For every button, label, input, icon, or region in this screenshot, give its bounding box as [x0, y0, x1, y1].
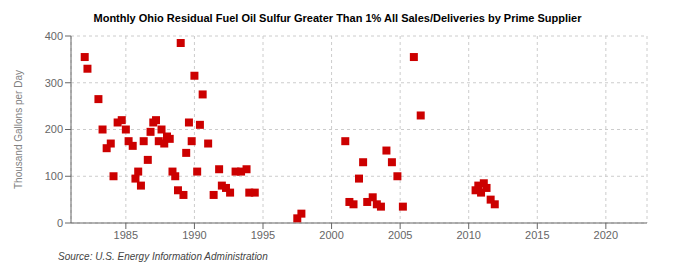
svg-text:400: 400 [45, 30, 63, 42]
svg-text:Thousand Gallons per Day: Thousand Gallons per Day [13, 70, 24, 189]
svg-text:2010: 2010 [456, 229, 480, 241]
html-text:Monthly Ohio Residual Fuel Oil: Monthly Ohio Residual Fuel Oil Sulfur Gr… [93, 12, 582, 24]
svg-text:0: 0 [57, 217, 63, 229]
html-text:Source: U.S. Energy Informatio: Source: U.S. Energy Information Administ… [58, 251, 268, 262]
svg-text:1985: 1985 [114, 229, 138, 241]
svg-text:2005: 2005 [388, 229, 412, 241]
svg-text:100: 100 [45, 170, 63, 182]
svg-text:200: 200 [45, 123, 63, 135]
svg-text:2015: 2015 [525, 229, 549, 241]
svg-text:300: 300 [45, 77, 63, 89]
svg-text:1995: 1995 [251, 229, 275, 241]
svg-text:2000: 2000 [319, 229, 343, 241]
svg-text:1990: 1990 [182, 229, 206, 241]
svg-text:2020: 2020 [594, 229, 618, 241]
